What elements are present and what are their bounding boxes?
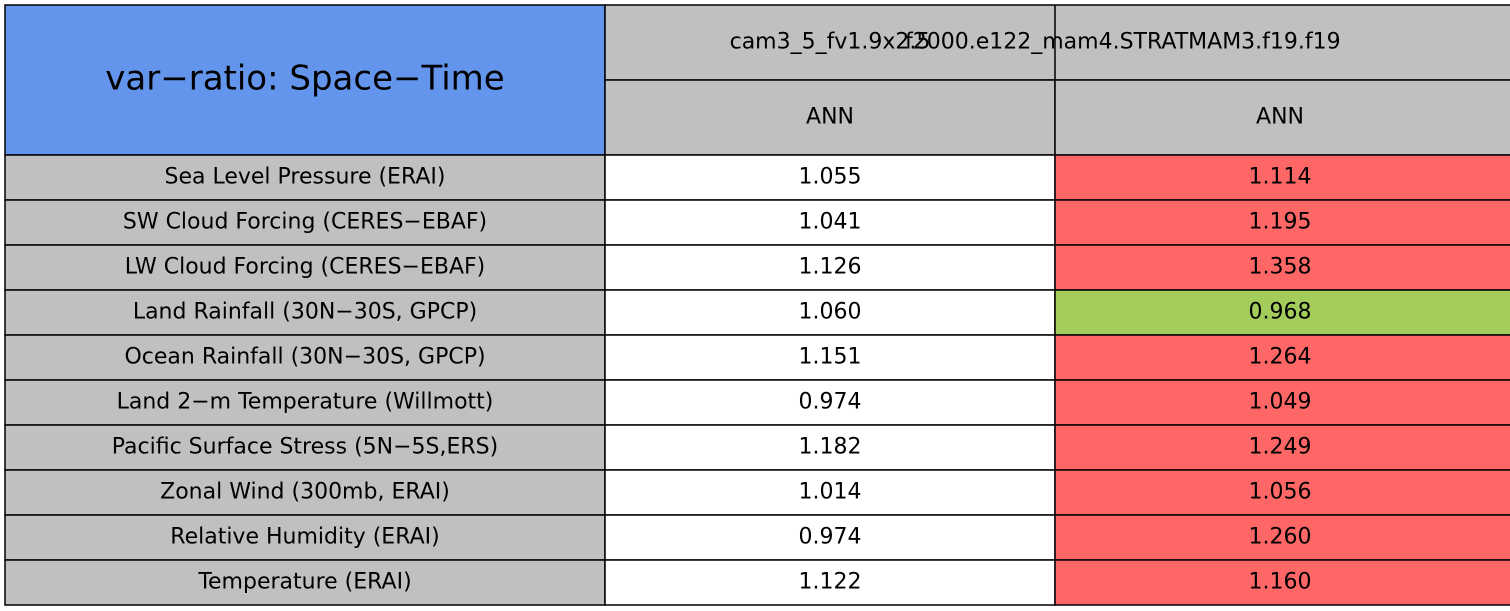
value-cell: [1054, 559, 1510, 606]
header-cell: [604, 4, 1510, 81]
row-label-cell: [4, 424, 606, 471]
value-cell: [1054, 334, 1510, 381]
value-cell: [1054, 424, 1510, 471]
row-label: Land 2−m Temperature (Willmott): [117, 390, 494, 415]
value-cell: [604, 244, 1056, 291]
value: 0.968: [1249, 300, 1312, 325]
value: 1.249: [1249, 435, 1312, 460]
value: 1.060: [799, 300, 862, 325]
value: 0.974: [799, 390, 862, 415]
value: 1.264: [1249, 345, 1312, 370]
value: 1.160: [1249, 570, 1312, 595]
value: 1.014: [799, 480, 862, 505]
row-label: Zonal Wind (300mb, ERAI): [160, 480, 450, 505]
title-cell: [4, 4, 606, 156]
value: 1.195: [1249, 210, 1312, 235]
value: 1.055: [799, 165, 862, 190]
season-label: ANN: [806, 105, 854, 130]
value: 1.049: [1249, 390, 1312, 415]
row-label: SW Cloud Forcing (CERES−EBAF): [123, 210, 487, 235]
value: 1.151: [799, 345, 862, 370]
value-cell: [604, 469, 1056, 516]
value: 1.126: [799, 255, 862, 280]
row-label: LW Cloud Forcing (CERES−EBAF): [125, 255, 486, 280]
row-label: Temperature (ERAI): [197, 570, 411, 595]
value: 1.358: [1249, 255, 1312, 280]
row-label-cell: [4, 289, 606, 336]
value-cell: [1054, 244, 1510, 291]
row-label-cell: [4, 379, 606, 426]
value: 1.122: [799, 570, 862, 595]
value: 1.041: [799, 210, 862, 235]
value-cell: [1054, 469, 1510, 516]
value-cell: [604, 559, 1056, 606]
row-label: Ocean Rainfall (30N−30S, GPCP): [124, 345, 485, 370]
row-label: Pacific Surface Stress (5N−5S,ERS): [112, 435, 498, 460]
season-label: ANN: [1256, 105, 1304, 130]
row-label-cell: [4, 559, 606, 606]
value-cell: [1054, 199, 1510, 246]
row-label-cell: [4, 469, 606, 516]
table-title: var−ratio: Space−Time: [105, 59, 504, 99]
row-label: Relative Humidity (ERAI): [170, 525, 439, 550]
value: 1.260: [1249, 525, 1312, 550]
row-label-cell: [4, 199, 606, 246]
header-cell: [1054, 79, 1510, 156]
row-label: Sea Level Pressure (ERAI): [165, 165, 446, 190]
row-label: Land Rainfall (30N−30S, GPCP): [133, 300, 477, 325]
value: 1.056: [1249, 480, 1312, 505]
column-label: cam3_5_fv1.9x2.5: [730, 30, 931, 55]
row-label-cell: [4, 244, 606, 291]
value: 0.974: [799, 525, 862, 550]
column-label: f2000.e122_mam4.STRATMAM3.f19.f19: [905, 30, 1341, 55]
value: 1.182: [799, 435, 862, 460]
value: 1.114: [1249, 165, 1312, 190]
